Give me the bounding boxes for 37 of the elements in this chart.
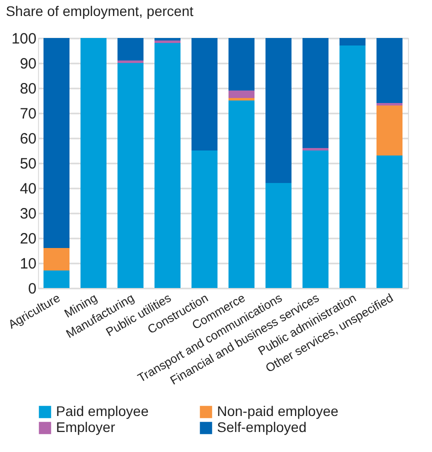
bar <box>154 43 180 288</box>
bar <box>376 38 402 103</box>
y-tick-label: 50 <box>20 156 36 172</box>
y-tick-label: 10 <box>20 256 36 272</box>
y-tick-label: 30 <box>20 206 36 222</box>
y-tick-label: 90 <box>20 56 36 72</box>
y-tick-label: 40 <box>20 180 36 198</box>
y-tick-label: 0 <box>28 280 36 298</box>
chart-title: Share of employment, percent <box>6 3 194 19</box>
legend-label: Non-paid employee <box>217 403 339 419</box>
bar <box>302 38 328 148</box>
bar <box>228 100 254 288</box>
bar <box>376 156 402 288</box>
bar <box>192 38 218 150</box>
bar <box>44 38 70 248</box>
bar <box>340 46 366 288</box>
y-tick-label: 80 <box>20 80 36 98</box>
bar <box>302 150 328 288</box>
legend-label: Employer <box>56 419 116 435</box>
bar <box>44 270 70 288</box>
y-tick-label: 60 <box>20 130 36 148</box>
bar <box>192 150 218 288</box>
bar <box>266 38 292 183</box>
bar <box>80 38 106 288</box>
y-tick-label: 70 <box>20 106 36 122</box>
legend-label: Self-employed <box>217 419 306 435</box>
bar <box>340 38 366 46</box>
bar <box>44 248 70 270</box>
bar <box>118 63 144 288</box>
bar <box>266 183 292 288</box>
legend-label: Paid employee <box>56 403 149 419</box>
bar <box>228 90 254 98</box>
y-tick-label: 100 <box>11 30 36 48</box>
y-tick-label: 20 <box>20 230 36 248</box>
bar <box>118 38 144 60</box>
bar <box>376 106 402 156</box>
bar <box>228 38 254 90</box>
